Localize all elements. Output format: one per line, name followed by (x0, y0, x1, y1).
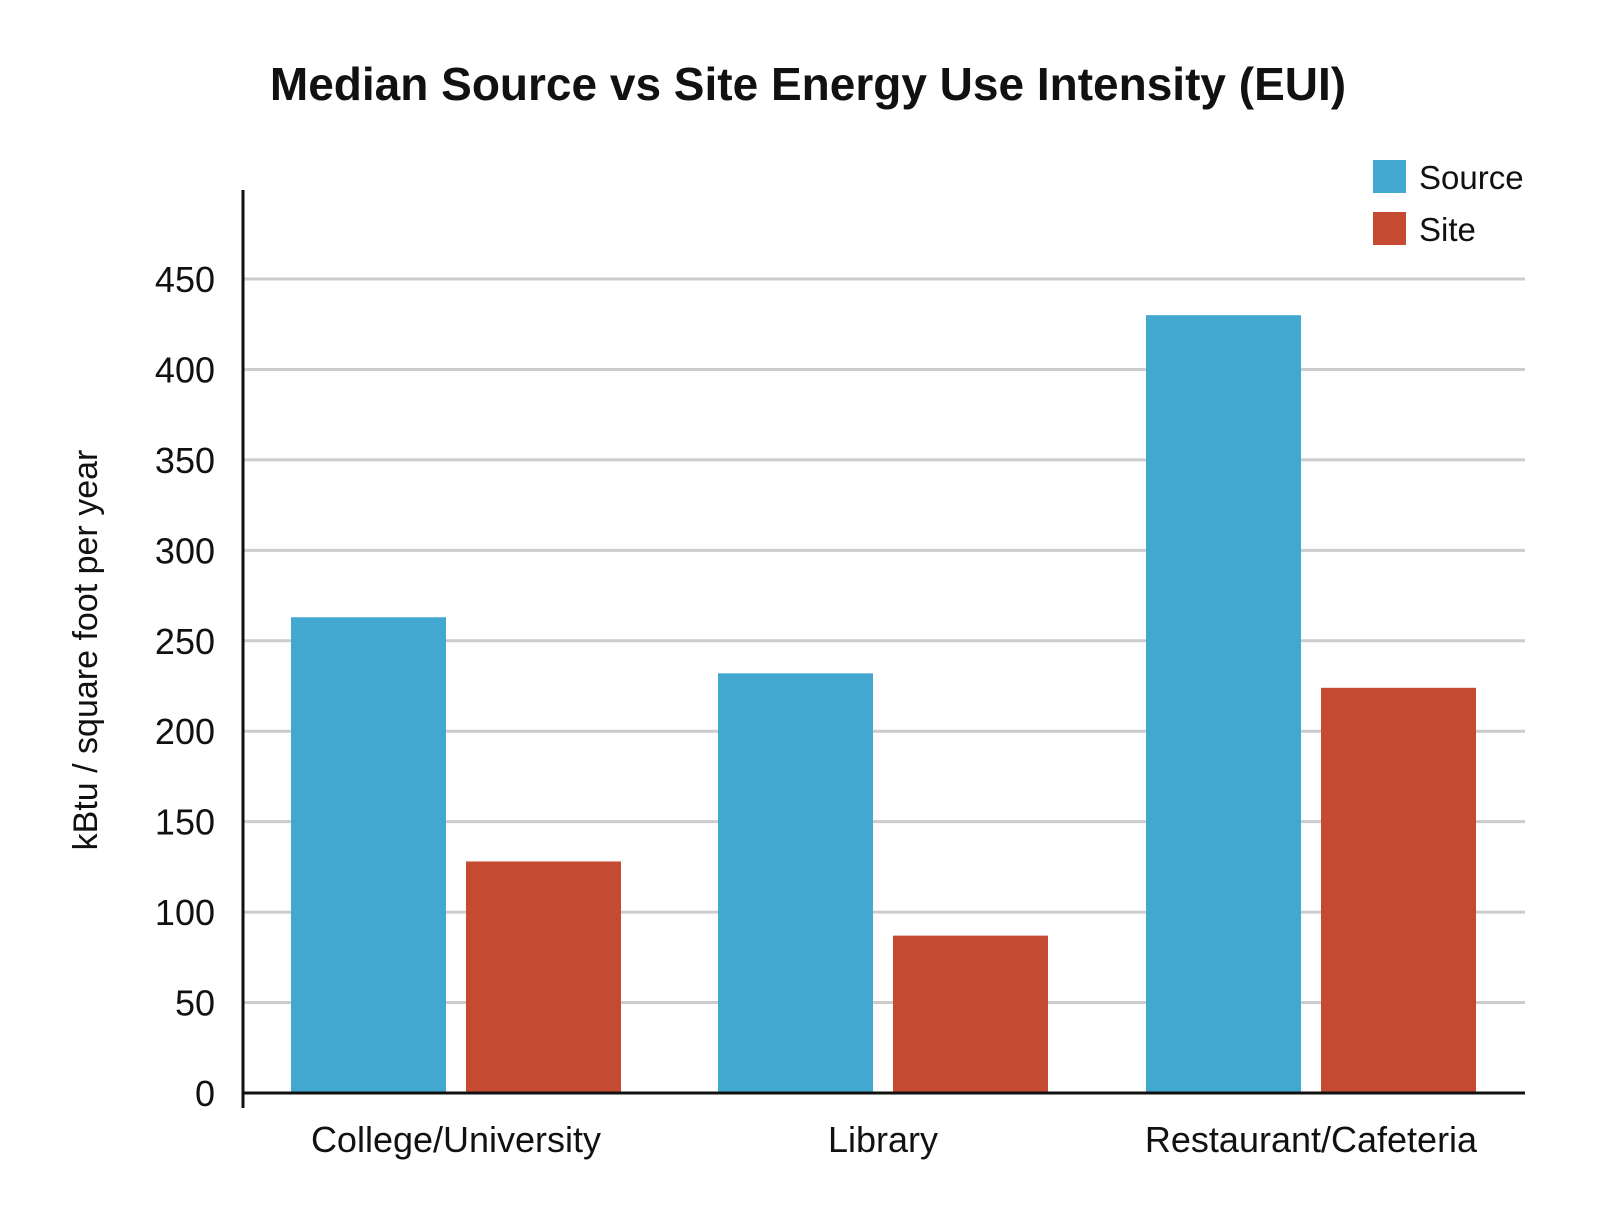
gridlines (243, 277, 1525, 1005)
legend-label-source: Source (1419, 159, 1524, 196)
y-tick-label: 100 (155, 892, 215, 933)
y-tick-label: 50 (175, 983, 215, 1024)
chart-title: Median Source vs Site Energy Use Intensi… (270, 58, 1346, 110)
y-tick-labels: 0 50 100 150 200 250 300 350 400 450 (155, 259, 215, 1114)
bar-site-college-university (466, 861, 621, 1093)
y-tick-label: 400 (155, 349, 215, 390)
legend-swatch-site (1373, 212, 1406, 245)
y-tick-label: 300 (155, 530, 215, 571)
legend-label-site: Site (1419, 211, 1476, 248)
bar-site-restaurant-cafeteria (1321, 687, 1476, 1093)
bar-site-library (893, 935, 1048, 1093)
legend-swatch-source (1373, 160, 1406, 193)
y-tick-label: 250 (155, 621, 215, 662)
bar-source-restaurant-cafeteria (1146, 315, 1301, 1094)
legend: Source Site (1373, 159, 1524, 248)
bars (291, 315, 1476, 1094)
y-tick-label: 350 (155, 440, 215, 481)
bar-source-college-university (291, 617, 446, 1093)
x-tick-label: Restaurant/Cafeteria (1145, 1119, 1478, 1160)
x-tick-label: Library (828, 1119, 938, 1160)
y-axis-label: kBtu / square foot per year (67, 450, 105, 851)
y-tick-label: 0 (195, 1073, 215, 1114)
x-tick-label: College/University (311, 1119, 601, 1160)
y-tick-label: 150 (155, 802, 215, 843)
x-tick-labels: College/University Library Restaurant/Cafe… (311, 1119, 1478, 1160)
y-tick-label: 450 (155, 259, 215, 300)
y-tick-label: 200 (155, 711, 215, 752)
bar-source-library (718, 673, 873, 1093)
